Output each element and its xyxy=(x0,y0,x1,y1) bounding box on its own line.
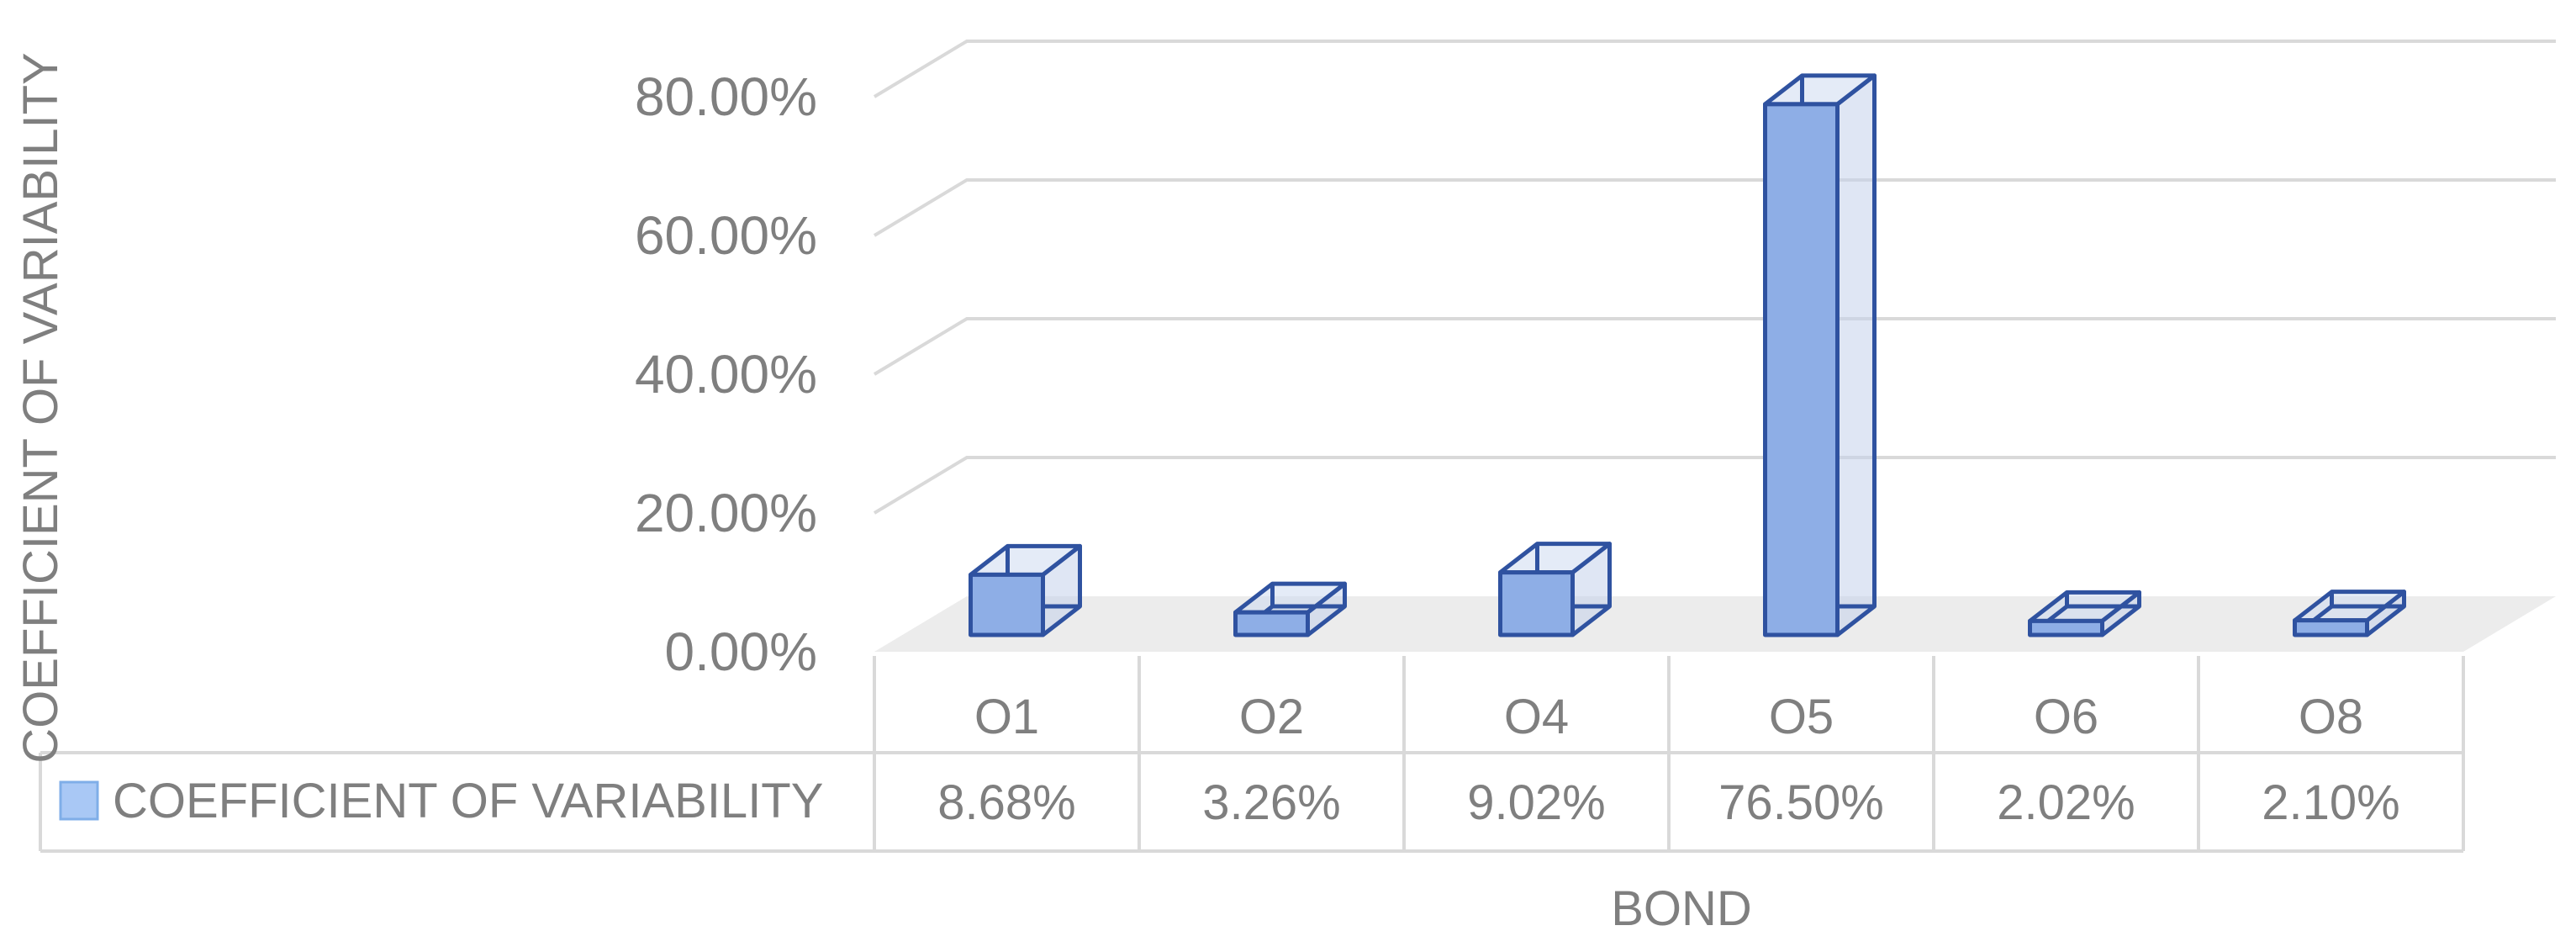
category-label: O1 xyxy=(974,690,1039,744)
bar-side-face xyxy=(1835,73,1877,637)
table-value-cell: 76.50% xyxy=(1718,775,1884,830)
legend-swatch xyxy=(59,780,99,821)
y-tick-label: 20.00% xyxy=(635,483,817,543)
table-value-cell: 2.02% xyxy=(1997,775,2135,830)
gridline xyxy=(873,456,2556,515)
gridline xyxy=(873,317,2556,376)
category-label: O8 xyxy=(2299,690,2363,744)
table-value-cell: 9.02% xyxy=(1467,775,1605,830)
bar xyxy=(2293,590,2406,637)
category-label: O4 xyxy=(1504,690,1569,744)
bar-front-face xyxy=(1763,102,1840,637)
bar-front-face xyxy=(2293,618,2369,637)
bar-front-face xyxy=(1233,610,1310,637)
bar xyxy=(1763,73,1877,637)
category-label: O2 xyxy=(1239,690,1304,744)
category-label: O6 xyxy=(2034,690,2098,744)
y-tick-label: 0.00% xyxy=(665,621,817,682)
x-axis-title: BOND xyxy=(1611,881,1752,936)
category-label: O5 xyxy=(1769,690,1834,744)
y-tick-label: 80.00% xyxy=(635,66,817,127)
table-value-cell: 3.26% xyxy=(1202,775,1340,830)
bar-front-face xyxy=(1498,570,1575,637)
y-tick-label: 60.00% xyxy=(635,205,817,266)
table-value-cell: 2.10% xyxy=(2262,775,2399,830)
gridline xyxy=(873,40,2556,98)
y-tick-label: 40.00% xyxy=(635,344,817,405)
bar xyxy=(1233,581,1347,637)
bar-front-face xyxy=(969,572,1045,637)
bar xyxy=(1498,542,1612,637)
legend-label: COEFFICIENT OF VARIABILITY xyxy=(113,774,823,828)
bar-front-face xyxy=(2028,618,2104,637)
bar xyxy=(2028,590,2141,637)
gridline xyxy=(873,178,2556,237)
table-value-cell: 8.68% xyxy=(937,775,1075,830)
bar xyxy=(969,543,1082,637)
y-axis-title: COEFFICIENT OF VARIABILITY xyxy=(13,52,68,763)
